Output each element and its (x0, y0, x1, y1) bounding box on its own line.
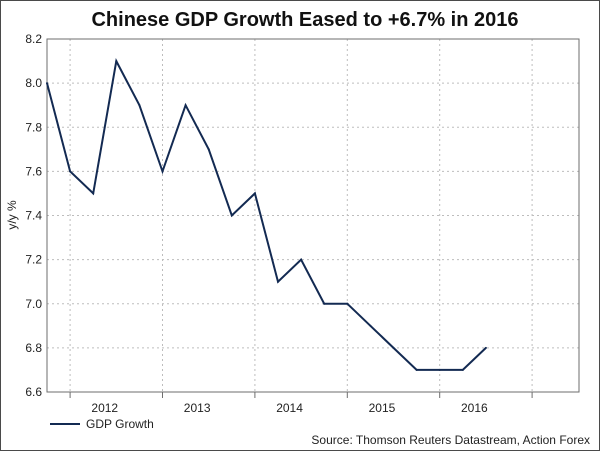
gdp-growth-line (46, 58, 487, 371)
data-point (300, 258, 303, 261)
data-point (323, 302, 326, 305)
data-point (484, 346, 487, 349)
data-point (253, 192, 256, 195)
legend: GDP Growth (50, 417, 154, 431)
x-tick-label: 2016 (461, 401, 488, 415)
data-point (92, 192, 95, 195)
y-tick-label: 7.2 (25, 253, 42, 267)
y-tick-label: 7.6 (25, 164, 42, 178)
y-tick-label: 7.4 (25, 209, 42, 223)
y-tick-label: 7.8 (25, 120, 42, 134)
y-tick-label: 6.8 (25, 341, 42, 355)
data-point (346, 302, 349, 305)
data-point (415, 368, 418, 371)
data-point (138, 104, 141, 107)
data-point (369, 324, 372, 327)
data-point (46, 82, 48, 85)
data-point (69, 170, 72, 173)
y-axis-label: y/y % (5, 200, 19, 230)
data-point (461, 368, 464, 371)
data-point (230, 214, 233, 217)
x-tick-label: 2015 (369, 401, 396, 415)
data-point (392, 346, 395, 349)
data-point (438, 368, 441, 371)
chart-title: Chinese GDP Growth Eased to +6.7% in 201… (91, 9, 518, 31)
data-point (161, 170, 164, 173)
data-point (207, 148, 210, 151)
y-axis-ticks: 6.6 6.8 7.0 7.2 7.4 7.6 7.8 8.0 8.2 (25, 32, 42, 399)
x-tick-label: 2013 (184, 401, 211, 415)
data-point (277, 280, 279, 283)
plot-area (46, 38, 580, 393)
y-tick-label: 7.0 (25, 297, 42, 311)
y-tick-label: 8.2 (25, 32, 42, 46)
source-note: Source: Thomson Reuters Datastream, Acti… (311, 433, 590, 447)
legend-label: GDP Growth (86, 417, 154, 431)
data-point (184, 104, 187, 107)
x-tick-label: 2012 (91, 401, 118, 415)
x-axis-ticks: 2012 2013 2014 2015 2016 (69, 392, 533, 415)
data-point (115, 60, 118, 63)
grid-lines (47, 39, 579, 392)
series-layer (46, 58, 487, 371)
x-tick-label: 2014 (276, 401, 303, 415)
y-tick-label: 6.6 (25, 385, 42, 399)
y-tick-label: 8.0 (25, 76, 42, 90)
